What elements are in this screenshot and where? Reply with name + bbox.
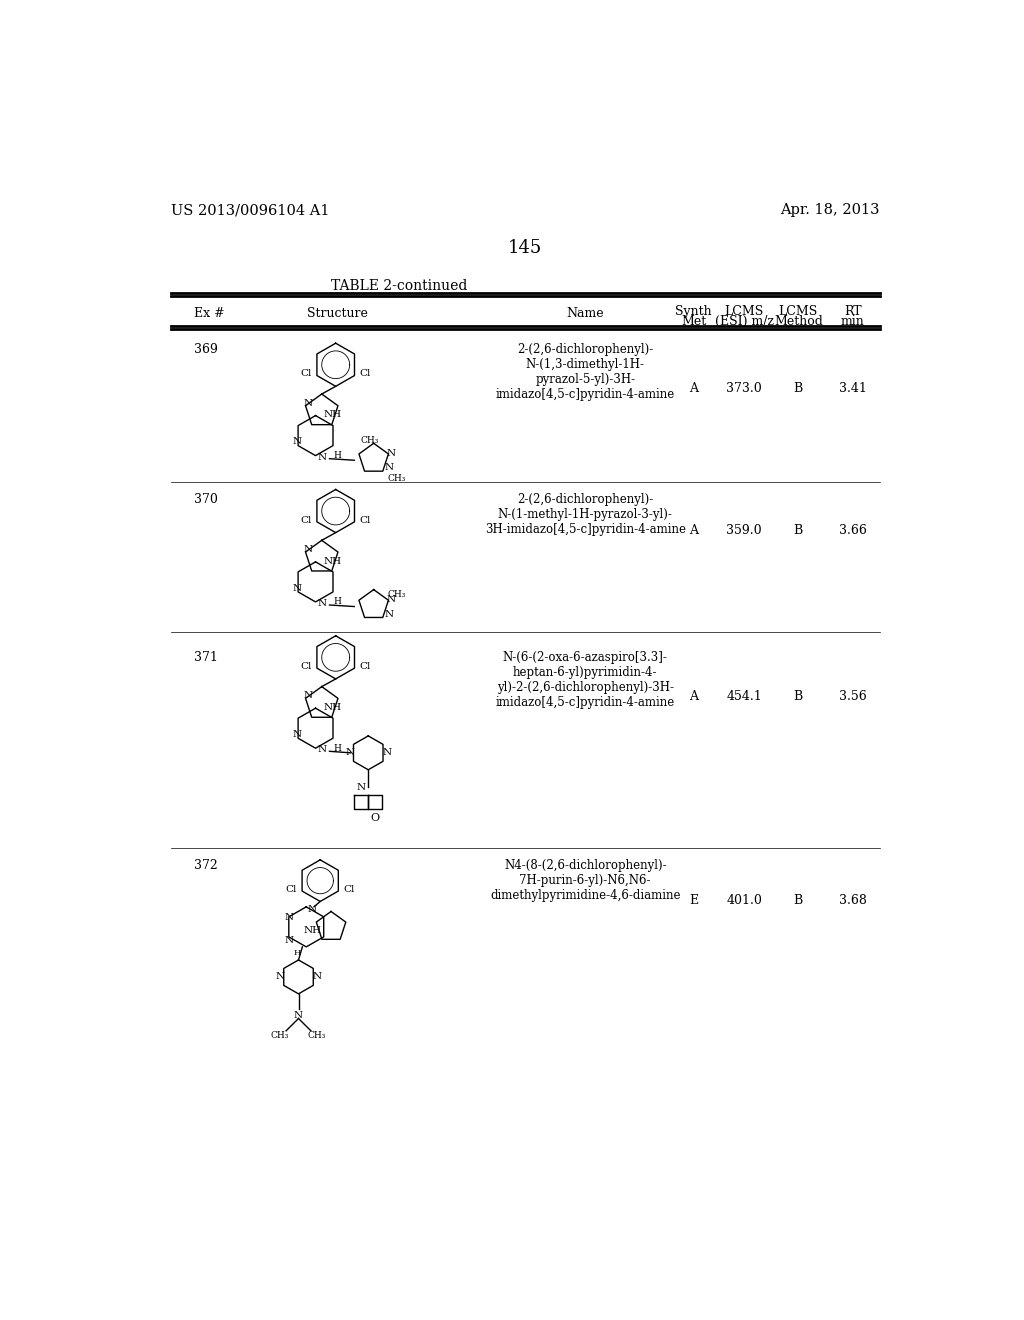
Text: N: N	[356, 783, 366, 792]
Text: Apr. 18, 2013: Apr. 18, 2013	[780, 203, 880, 216]
Text: 3.68: 3.68	[839, 894, 866, 907]
Text: Ex #: Ex #	[194, 308, 224, 319]
Text: NH: NH	[303, 927, 322, 935]
Text: 369: 369	[194, 343, 218, 356]
Text: H: H	[334, 743, 341, 752]
Text: 2-(2,6-dichlorophenyl)-
N-(1,3-dimethyl-1H-
pyrazol-5-yl)-3H-
imidazo[4,5-c]pyri: 2-(2,6-dichlorophenyl)- N-(1,3-dimethyl-…	[496, 343, 675, 401]
Text: N-(6-(2-oxa-6-azaspiro[3.3]-
heptan-6-yl)pyrimidin-4-
yl)-2-(2,6-dichlorophenyl): N-(6-(2-oxa-6-azaspiro[3.3]- heptan-6-yl…	[496, 651, 675, 709]
Text: Cl: Cl	[301, 516, 312, 525]
Text: N: N	[345, 748, 354, 758]
Text: N: N	[303, 692, 312, 701]
Text: US 2013/0096104 A1: US 2013/0096104 A1	[171, 203, 329, 216]
Text: N4-(8-(2,6-dichlorophenyl)-
7H-purin-6-yl)-N6,N6-
dimethylpyrimidine-4,6-diamine: N4-(8-(2,6-dichlorophenyl)- 7H-purin-6-y…	[490, 859, 681, 902]
Text: CH₃: CH₃	[308, 1031, 327, 1040]
Text: Cl: Cl	[359, 663, 371, 671]
Text: B: B	[794, 894, 803, 907]
Text: N: N	[293, 583, 301, 593]
Text: 3.41: 3.41	[839, 381, 866, 395]
Text: NH: NH	[324, 704, 342, 711]
Text: RT: RT	[844, 305, 861, 318]
Text: 3.56: 3.56	[839, 689, 866, 702]
Text: 370: 370	[194, 494, 218, 507]
Text: B: B	[794, 524, 803, 537]
Text: N: N	[386, 595, 395, 605]
Text: B: B	[794, 689, 803, 702]
Text: LCMS: LCMS	[725, 305, 764, 318]
Text: Synth: Synth	[676, 305, 712, 318]
Text: CH₃: CH₃	[388, 474, 407, 483]
Text: Name: Name	[566, 308, 604, 319]
Text: Structure: Structure	[307, 308, 368, 319]
Text: H: H	[293, 949, 301, 957]
Text: N: N	[294, 1011, 303, 1020]
Text: N: N	[275, 973, 285, 981]
Text: 145: 145	[508, 239, 542, 257]
Text: TABLE 2-continued: TABLE 2-continued	[331, 280, 467, 293]
Text: N: N	[312, 973, 322, 981]
Text: N: N	[285, 936, 294, 945]
Text: Cl: Cl	[343, 886, 354, 895]
Text: Cl: Cl	[301, 370, 312, 379]
Text: N: N	[385, 610, 394, 619]
Text: N: N	[317, 746, 327, 754]
Text: H: H	[334, 598, 341, 606]
Text: CH₃: CH₃	[388, 590, 407, 599]
Text: A: A	[689, 381, 698, 395]
Text: Cl: Cl	[301, 663, 312, 671]
Text: N: N	[293, 437, 301, 446]
Text: N: N	[386, 449, 395, 458]
Text: 373.0: 373.0	[726, 381, 762, 395]
Text: 3.66: 3.66	[839, 524, 866, 537]
Text: 359.0: 359.0	[726, 524, 762, 537]
Text: (ESI) m/z: (ESI) m/z	[715, 314, 773, 327]
Text: N: N	[303, 545, 312, 554]
Text: Met: Met	[681, 314, 707, 327]
Text: A: A	[689, 524, 698, 537]
Text: N: N	[293, 730, 301, 739]
Text: 401.0: 401.0	[726, 894, 762, 907]
Text: N: N	[382, 748, 391, 758]
Text: Method: Method	[774, 314, 823, 327]
Text: NH: NH	[324, 411, 342, 420]
Text: CH₃: CH₃	[270, 1031, 289, 1040]
Text: Cl: Cl	[286, 886, 297, 895]
Text: B: B	[794, 381, 803, 395]
Text: Cl: Cl	[359, 516, 371, 525]
Text: H: H	[334, 451, 341, 461]
Text: N: N	[303, 399, 312, 408]
Text: Cl: Cl	[359, 370, 371, 379]
Text: A: A	[689, 689, 698, 702]
Text: CH₃: CH₃	[360, 436, 379, 445]
Text: NH: NH	[324, 557, 342, 565]
Text: N: N	[385, 463, 394, 473]
Text: 372: 372	[194, 859, 218, 873]
Text: N: N	[285, 913, 294, 923]
Text: 2-(2,6-dichlorophenyl)-
N-(1-methyl-1H-pyrazol-3-yl)-
3H-imidazo[4,5-c]pyridin-4: 2-(2,6-dichlorophenyl)- N-(1-methyl-1H-p…	[484, 494, 686, 536]
Text: 371: 371	[194, 651, 218, 664]
Text: N: N	[317, 599, 327, 609]
Text: N: N	[308, 906, 317, 915]
Text: min: min	[841, 314, 864, 327]
Text: N: N	[317, 453, 327, 462]
Text: O: O	[371, 813, 380, 824]
Text: 454.1: 454.1	[726, 689, 762, 702]
Text: LCMS: LCMS	[778, 305, 818, 318]
Text: E: E	[689, 894, 698, 907]
